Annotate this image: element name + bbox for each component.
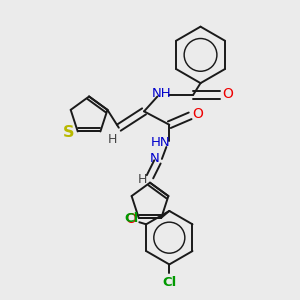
Text: Cl: Cl: [162, 276, 176, 289]
Text: O: O: [192, 107, 203, 121]
Text: H: H: [108, 133, 118, 146]
Text: O: O: [125, 212, 136, 226]
Text: NH: NH: [152, 87, 172, 100]
Text: HN: HN: [151, 136, 170, 149]
Text: S: S: [63, 125, 74, 140]
Text: H: H: [138, 173, 147, 186]
Text: O: O: [222, 86, 233, 100]
Text: N: N: [150, 152, 159, 165]
Text: Cl: Cl: [124, 212, 138, 225]
